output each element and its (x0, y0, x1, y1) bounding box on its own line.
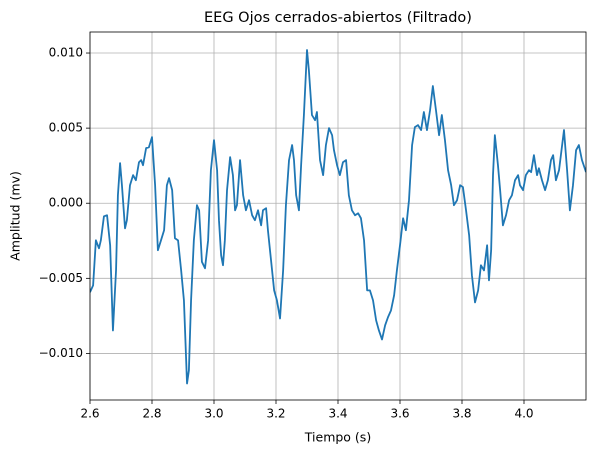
y-tick-label: 0.005 (49, 121, 83, 135)
x-tick-label: 4.0 (514, 407, 533, 421)
y-tick-label: −0.005 (39, 271, 83, 285)
y-tick-label: 0.000 (49, 196, 83, 210)
x-tick-label: 3.2 (266, 407, 285, 421)
data-line (90, 49, 586, 385)
x-tick-label: 3.6 (390, 407, 409, 421)
y-tick-label: −0.010 (39, 346, 83, 360)
chart-title: EEG Ojos cerrados-abiertos (Filtrado) (204, 10, 472, 26)
x-tick-label: 3.4 (328, 407, 347, 421)
x-tick-label: 2.6 (80, 407, 99, 421)
x-axis-label: Tiempo (s) (304, 430, 371, 445)
x-tick-label: 2.8 (142, 407, 161, 421)
y-tick-label: 0.010 (49, 46, 83, 60)
x-tick-label: 3.0 (204, 407, 223, 421)
x-tick-label: 3.8 (452, 407, 471, 421)
y-axis-label: Amplitud (mv) (8, 171, 23, 261)
axes-frame (89, 31, 587, 401)
